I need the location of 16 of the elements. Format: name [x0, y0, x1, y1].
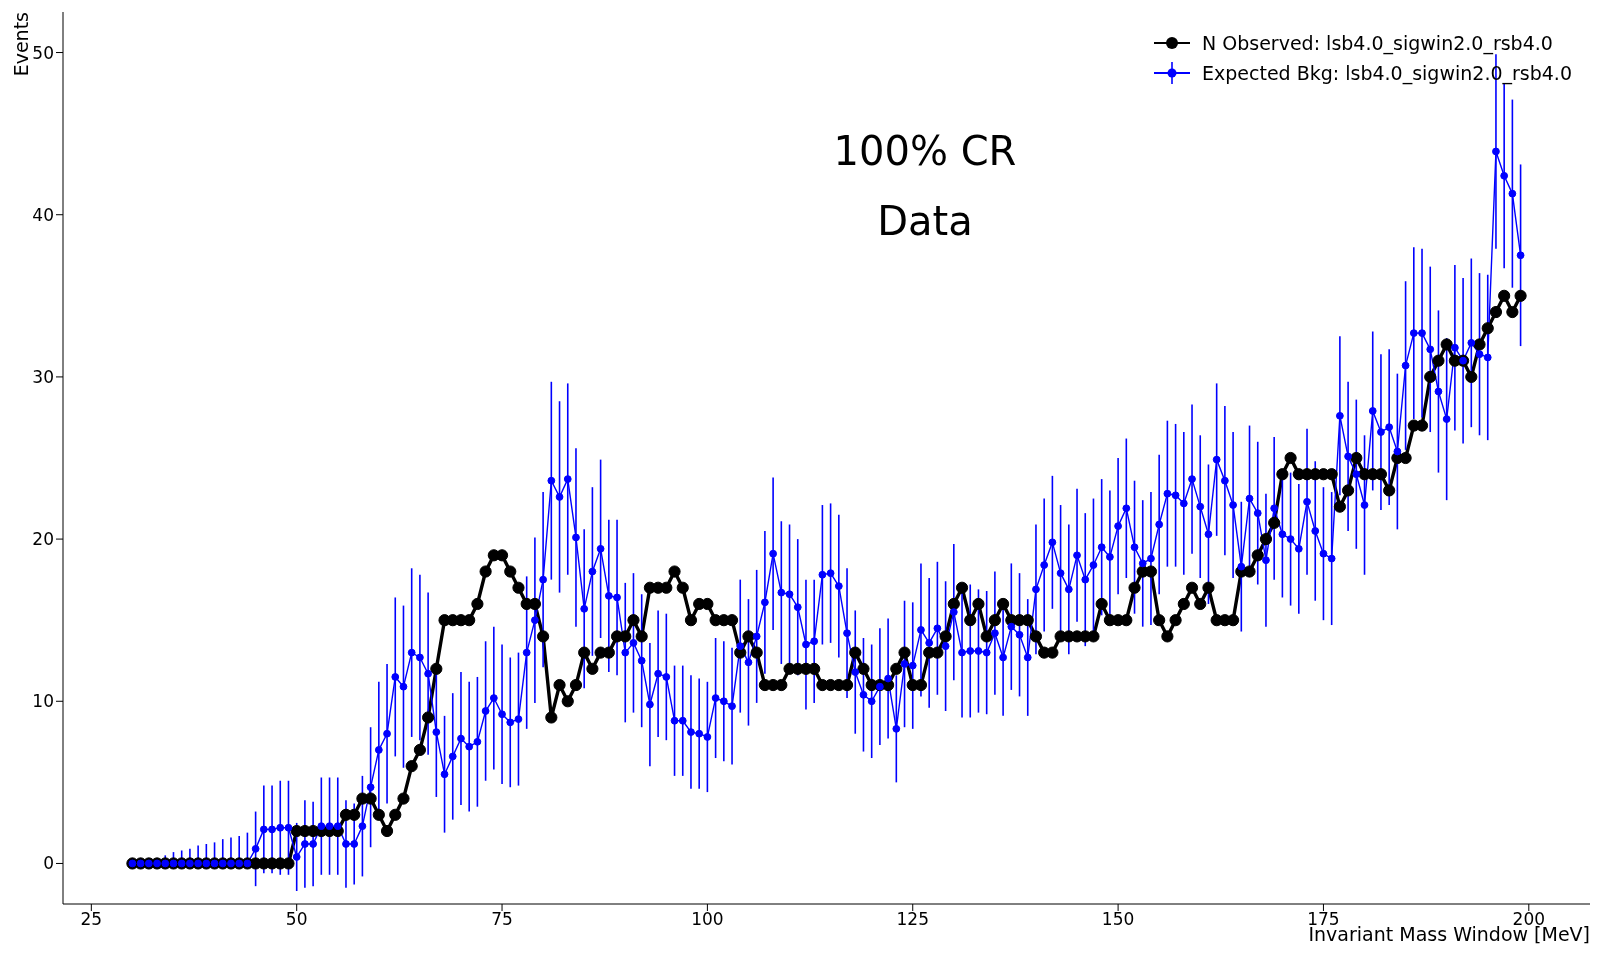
legend-label: N Observed: lsb4.0_sigwin2.0_rsb4.0 — [1202, 32, 1553, 54]
x-tick-label: 125 — [896, 909, 929, 930]
y-tick-label: 30 — [32, 366, 54, 387]
x-tick-label: 75 — [491, 909, 513, 930]
y-tick-label: 10 — [32, 691, 54, 712]
y-tick-label: 50 — [32, 42, 54, 63]
x-tick-label: 100 — [691, 909, 724, 930]
annotation: 100% CR — [832, 128, 1018, 174]
y-axis-title: Events — [10, 12, 32, 77]
y-tick-label: 20 — [32, 529, 54, 550]
y-tick-label: 0 — [43, 853, 54, 874]
y-tick-label: 40 — [32, 204, 54, 225]
annotation: Data — [876, 198, 974, 244]
x-tick-label: 50 — [285, 909, 308, 930]
x-tick-label: 150 — [1101, 909, 1135, 930]
x-tick-label: 25 — [80, 909, 103, 930]
